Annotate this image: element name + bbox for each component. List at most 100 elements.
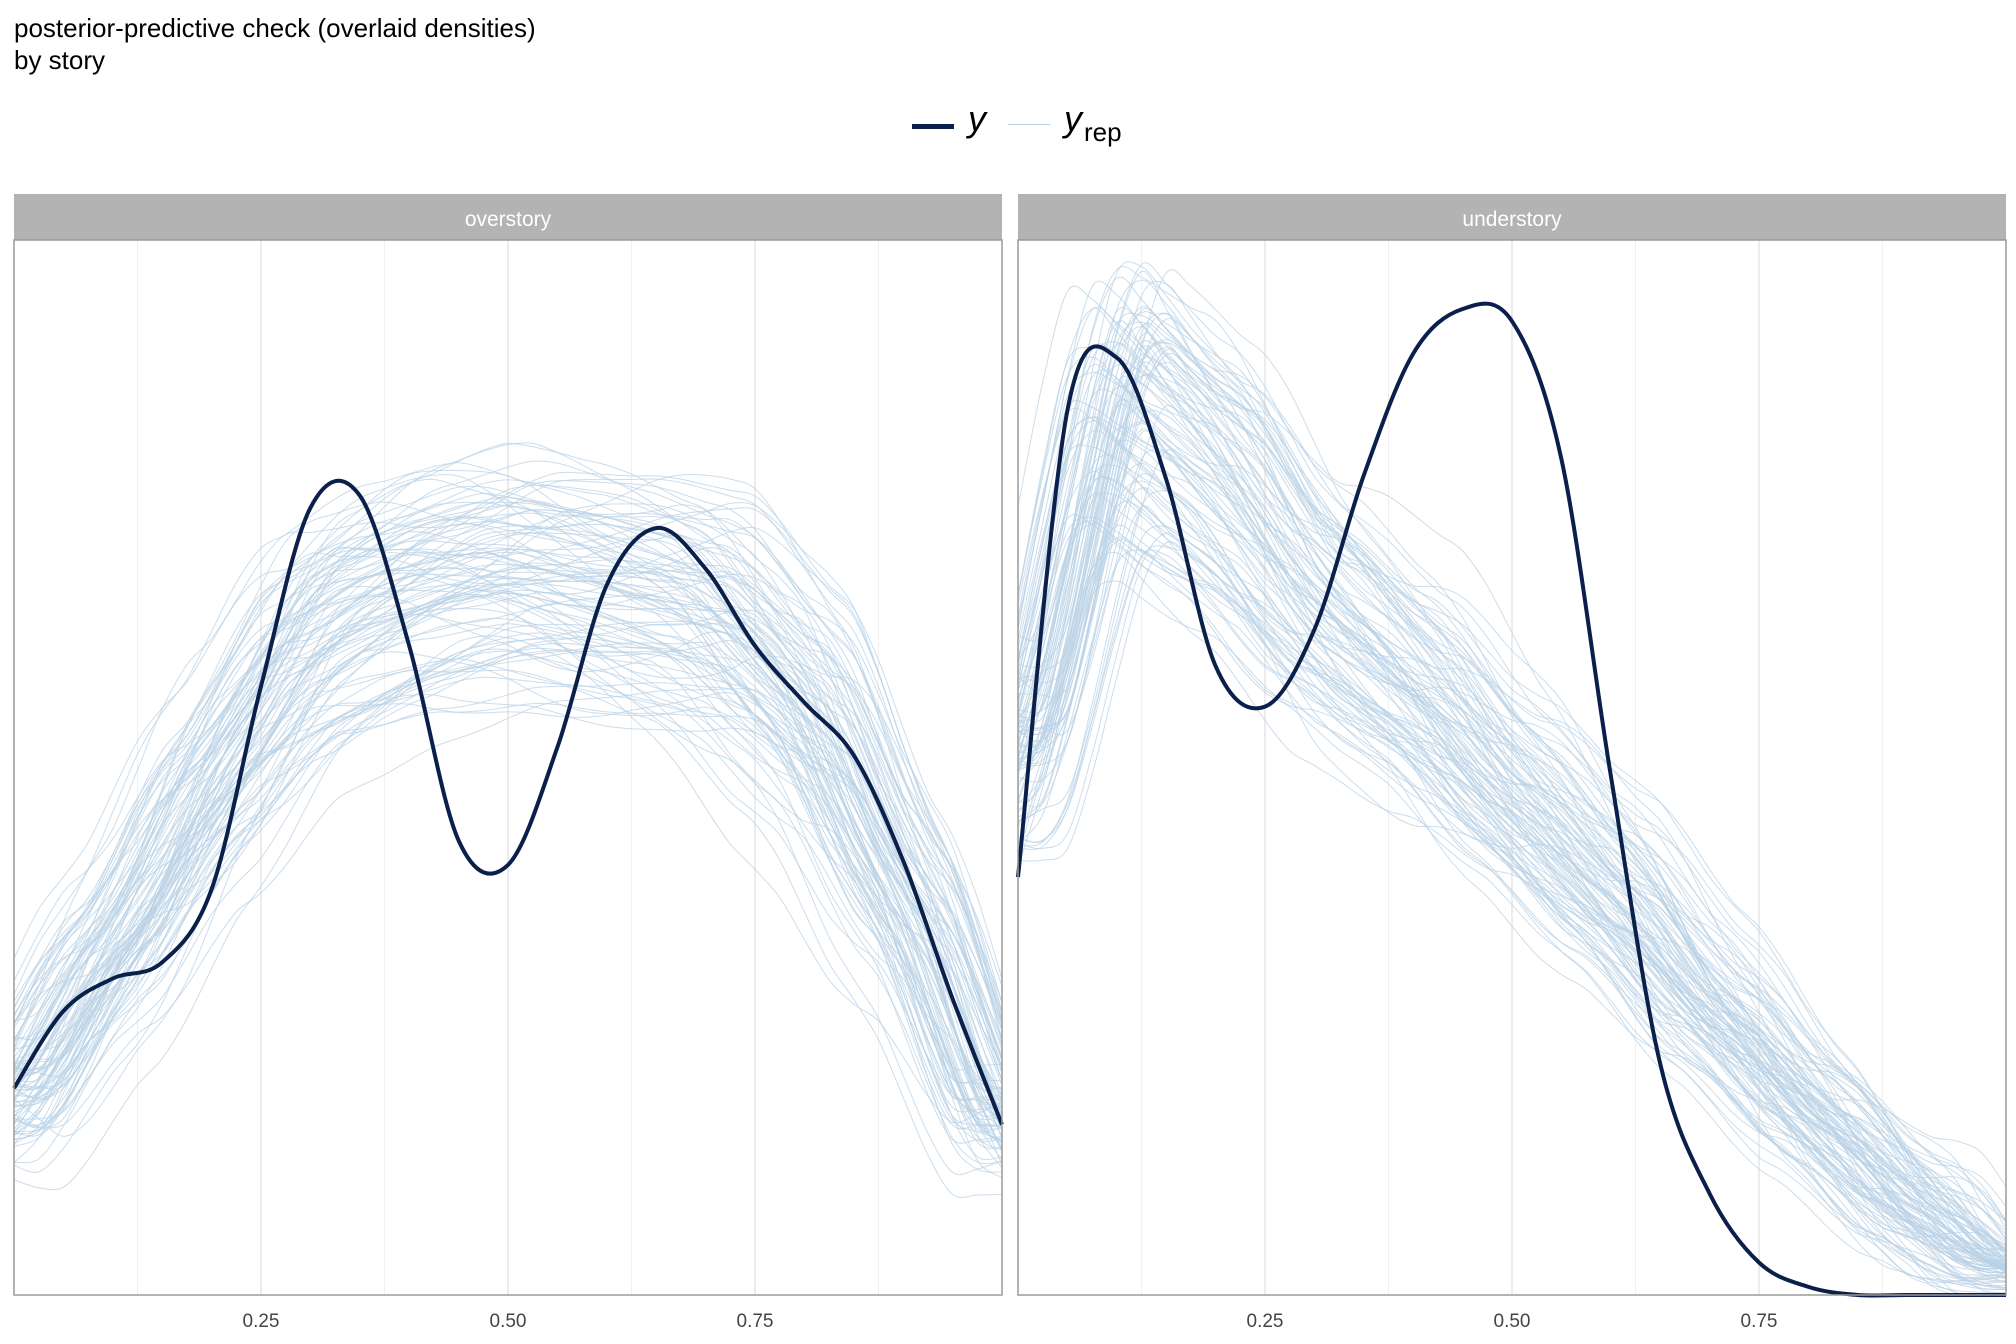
yrep-line: [1017, 552, 2007, 1290]
yrep-line: [1017, 454, 2007, 1284]
yrep-line: [1017, 361, 2007, 1249]
yrep-line: [1017, 269, 2007, 1264]
yrep-line: [13, 613, 1003, 1137]
x-ticks-understory: 0.25 0.50 0.75: [1247, 1311, 1778, 1332]
strip-overstory: [14, 194, 1002, 240]
yrep-line: [1017, 421, 2007, 1257]
yrep-line: [1017, 580, 2006, 1297]
yrep-line: [13, 460, 1003, 1071]
yrep-line: [13, 632, 1003, 1191]
yrep-line: [13, 692, 1003, 1137]
yrep-line: [13, 637, 1003, 1176]
yrep-line: [1017, 312, 2007, 1261]
yrep-line: [13, 515, 1003, 1065]
yrep-line: [13, 512, 1003, 1107]
yrep-line: [13, 551, 1003, 1142]
yrep-line: [13, 492, 1003, 1117]
yrep-line: [1017, 532, 2007, 1223]
yrep-line: [13, 523, 1003, 1126]
yrep-line: [13, 589, 1003, 1145]
yrep-line: [1017, 404, 2007, 1279]
yrep-line: [13, 552, 1003, 1128]
legend-label-y: y: [968, 98, 986, 139]
yrep-line: [1017, 261, 2007, 1256]
yrep-line: [1017, 500, 2007, 1282]
panel-understory: understory 0.25 0.50 0.75: [1016, 194, 2007, 1332]
yrep-line: [13, 442, 1003, 1090]
yrep-line: [1017, 356, 2007, 1294]
yrep-line: [13, 650, 1003, 1140]
yrep-line: [1017, 276, 2007, 1247]
yrep-line: [1017, 343, 2007, 1267]
yrep-line: [1017, 317, 2007, 1253]
yrep-line: [13, 594, 1003, 1143]
yrep-line: [1017, 429, 2007, 1271]
yrep-line: [1017, 375, 2007, 1270]
yrep-line: [1017, 322, 2007, 1229]
yrep-line: [13, 471, 1003, 1090]
yrep-line: [1017, 545, 2007, 1253]
legend-key-yrep: [1008, 124, 1050, 125]
yrep-lines-overstory: [13, 442, 1003, 1199]
chart-title: posterior-predictive check (overlaid den…: [14, 12, 536, 76]
strip-label-understory: understory: [1462, 208, 1562, 231]
yrep-line: [1017, 449, 2007, 1262]
yrep-line: [1017, 271, 2007, 1221]
x-tick-label: 0.75: [1741, 1311, 1778, 1332]
yrep-line: [1017, 425, 2007, 1269]
x-tick-label: 0.50: [490, 1311, 527, 1332]
yrep-line: [1017, 399, 2007, 1295]
yrep-line: [1017, 352, 2007, 1260]
yrep-line: [1017, 514, 2007, 1279]
yrep-line: [13, 583, 1003, 1164]
yrep-line: [1017, 524, 2007, 1267]
yrep-line: [1017, 464, 2007, 1274]
panel-border-overstory: [13, 239, 1003, 1296]
yrep-line: [13, 479, 1003, 1130]
grid-overstory: [137, 240, 879, 1295]
yrep-line: [1017, 262, 2007, 1254]
legend-label-yrep: yrep: [1064, 98, 1122, 147]
yrep-line: [13, 641, 1003, 1136]
yrep-line: [13, 540, 1003, 1095]
yrep-line: [1017, 339, 2007, 1231]
yrep-line: [13, 548, 1003, 1126]
yrep-line: [1017, 346, 2007, 1268]
yrep-line: [1017, 354, 2007, 1258]
yrep-line: [13, 648, 1003, 1128]
strip-understory: [1018, 194, 2006, 240]
yrep-line: [1017, 312, 2007, 1245]
x-tick-label: 0.50: [1494, 1311, 1531, 1332]
yrep-line: [13, 635, 1003, 1124]
yrep-line: [1017, 409, 2007, 1251]
yrep-line: [1017, 416, 2007, 1274]
x-ticks-overstory: 0.25 0.50 0.75: [243, 1311, 774, 1332]
yrep-line: [13, 509, 1003, 1041]
yrep-line: [13, 594, 1003, 1129]
yrep-line: [13, 526, 1003, 1141]
yrep-line: [1017, 332, 2007, 1264]
yrep-line: [13, 548, 1003, 1089]
title-line-1: posterior-predictive check (overlaid den…: [14, 13, 536, 43]
yrep-line: [13, 516, 1003, 1113]
yrep-line: [13, 525, 1003, 1113]
yrep-line: [13, 462, 1003, 1102]
yrep-line: [13, 573, 1003, 1124]
yrep-line: [13, 567, 1003, 1109]
yrep-line: [13, 575, 1003, 1161]
x-tick-label: 0.25: [1247, 1311, 1284, 1332]
yrep-line: [13, 509, 1003, 1088]
yrep-line: [13, 484, 1003, 1152]
panel-border-understory: [1017, 239, 2007, 1296]
yrep-line: [1017, 364, 2007, 1252]
yrep-line: [13, 623, 1003, 1160]
panel-overstory: overstory 0.25 0.50 0.75: [12, 194, 1004, 1332]
yrep-line: [13, 501, 1003, 1133]
yrep-line: [1017, 373, 2007, 1222]
yrep-line: [13, 583, 1003, 1144]
yrep-line: [1017, 399, 2007, 1270]
yrep-line: [13, 688, 1003, 1129]
yrep-line: [13, 577, 1003, 1144]
x-tick-label: 0.25: [243, 1311, 280, 1332]
